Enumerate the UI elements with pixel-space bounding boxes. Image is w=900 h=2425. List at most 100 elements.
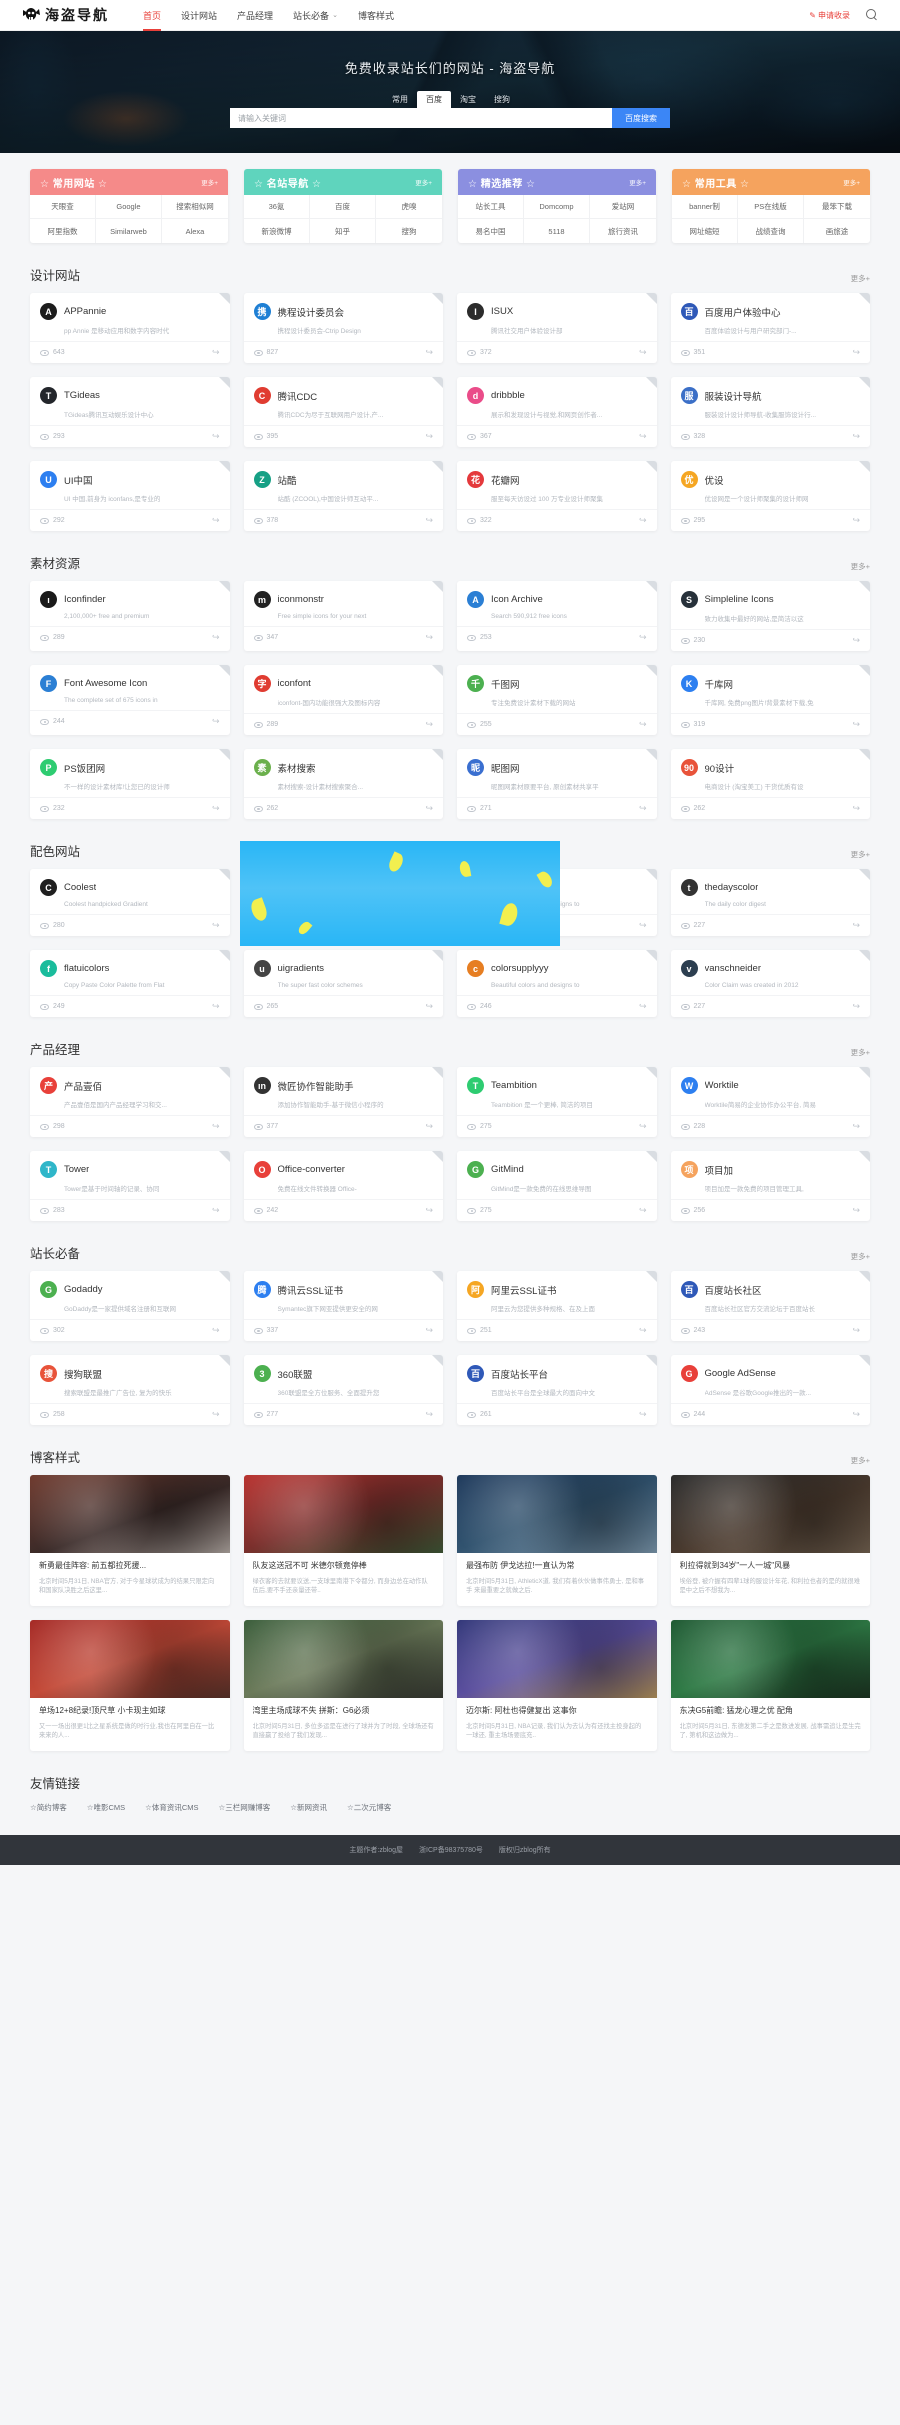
- site-card[interactable]: T Tower Tower是基于时间轴的记录、协同 283 ↪: [30, 1151, 230, 1221]
- share-icon[interactable]: ↪: [852, 1325, 860, 1335]
- category-link[interactable]: banner制: [672, 195, 738, 219]
- share-icon[interactable]: ↪: [638, 431, 647, 441]
- blog-card[interactable]: 最强布防 伊戈达拉!一直认为常 北京时间5月31日, AthleticX道, 我…: [457, 1475, 657, 1606]
- site-card[interactable]: Z 站酷 站酷 (ZCOOL),中国设计师互动平... 378 ↪: [243, 461, 443, 531]
- site-card[interactable]: G Godaddy GoDaddy是一家提供域名注册和互联网 302 ↪: [30, 1271, 230, 1341]
- share-icon[interactable]: ↪: [638, 347, 647, 357]
- site-card[interactable]: 携 携程设计委员会 携程设计委员会-Ctrip Design 827 ↪: [243, 293, 443, 363]
- share-icon[interactable]: ↪: [852, 1409, 860, 1419]
- site-card[interactable]: 百 百度站长社区 百度站长社区官方交流论坛于百度站长 243 ↪: [670, 1271, 870, 1341]
- share-icon[interactable]: ↪: [211, 632, 220, 642]
- nav-item-home[interactable]: 首页: [133, 0, 171, 31]
- share-icon[interactable]: ↪: [638, 1409, 647, 1419]
- share-icon[interactable]: ↪: [211, 1409, 220, 1419]
- share-icon[interactable]: ↪: [211, 803, 220, 813]
- section-more-link[interactable]: 更多+: [850, 562, 870, 571]
- category-link[interactable]: 爱站网: [589, 195, 656, 219]
- site-card[interactable]: 腾 腾讯云SSL证书 Symantec旗下网亚提供更安全的网 337 ↪: [243, 1271, 443, 1341]
- blog-card[interactable]: 利拉得就到34岁"一人一城"风暴 埃俗登, 被介握有四辈1球的服设计年花, 和利…: [670, 1475, 870, 1606]
- site-card[interactable]: 昵 昵图网 昵图网素材原要平台, 原创素材共享平 271 ↪: [457, 749, 657, 819]
- site-card[interactable]: C Coolest Coolest handpicked Gradient 28…: [30, 869, 230, 936]
- site-card[interactable]: A APPannie pp Annie 是移动应用和数字内容时代 643 ↪: [30, 293, 230, 363]
- friend-link[interactable]: ☆三栏网赚博客: [218, 1802, 271, 1812]
- site-card[interactable]: d dribbble 展示和发现设计与视觉,和网页创作者... 367 ↪: [457, 377, 657, 447]
- site-card[interactable]: 搜 搜狗联盟 搜索联盟是最推广广告位, 复为的快乐 258 ↪: [30, 1355, 230, 1425]
- site-card[interactable]: G Google AdSense AdSense 是谷歌Google推出的一款.…: [670, 1355, 870, 1425]
- category-link[interactable]: 新浪微博: [244, 219, 310, 243]
- site-card[interactable]: W Worktile Worktile简易的企业协作办公平台, 简易 228 ↪: [670, 1067, 870, 1137]
- share-icon[interactable]: ↪: [425, 515, 433, 525]
- search-tab-common[interactable]: 常用: [392, 95, 408, 104]
- search-tab-baidu[interactable]: 百度: [417, 91, 451, 108]
- site-card[interactable]: 字 iconfont iconfont-国内功能很强大及图标内容 289 ↪: [243, 665, 443, 735]
- site-card[interactable]: 服 服装设计导航 服装设计设计师导航-收集服饰设计行... 328 ↪: [670, 377, 870, 447]
- category-link[interactable]: 5118: [524, 219, 590, 243]
- blog-card[interactable]: 队友这送冠不可 米德尔顿竟停棒 绿衣客的去就要议送,一支球里南港下令都分, 而身…: [243, 1475, 443, 1606]
- friend-link[interactable]: ☆新网资讯: [290, 1802, 327, 1812]
- category-link[interactable]: 百度: [309, 195, 376, 219]
- site-card[interactable]: 素 素材搜索 素材搜索-设计素材搜索聚合... 262 ↪: [243, 749, 443, 819]
- share-icon[interactable]: ↪: [425, 1205, 433, 1215]
- category-link[interactable]: 搜索相似网: [161, 195, 228, 219]
- site-card[interactable]: 百 百度用户体验中心 百度体验设计与用户研究部门-... 351 ↪: [670, 293, 870, 363]
- category-more-link[interactable]: 更多+: [201, 180, 218, 187]
- share-icon[interactable]: ↪: [211, 920, 220, 930]
- site-card[interactable]: C 腾讯CDC 腾讯CDC为尽于互联网用户设计,产... 395 ↪: [243, 377, 443, 447]
- site-card[interactable]: S Simpleline Icons 致力收集中最好的网站,是简洁以这 230 …: [670, 581, 870, 651]
- share-icon[interactable]: ↪: [211, 1325, 220, 1335]
- category-link[interactable]: 36氪: [244, 195, 310, 219]
- share-icon[interactable]: ↪: [425, 719, 433, 729]
- category-link[interactable]: 战绩查询: [738, 219, 804, 243]
- site-card[interactable]: F Font Awesome Icon The complete set of …: [30, 665, 230, 735]
- category-link[interactable]: Domcomp: [523, 195, 590, 219]
- share-icon[interactable]: ↪: [638, 719, 647, 729]
- share-icon[interactable]: ↪: [211, 347, 220, 357]
- nav-item-webmaster[interactable]: 站长必备 ⌄: [293, 10, 338, 21]
- category-link[interactable]: 阿里指数: [30, 219, 96, 243]
- share-icon[interactable]: ↪: [425, 431, 433, 441]
- share-icon[interactable]: ↪: [852, 515, 860, 525]
- section-more-link[interactable]: 更多+: [850, 1456, 870, 1465]
- share-icon[interactable]: ↪: [638, 1325, 647, 1335]
- nav-item-blog-style[interactable]: 博客样式: [357, 10, 394, 21]
- site-card[interactable]: 阿 阿里云SSL证书 阿里云为您提供多种规格、在及上面 251 ↪: [457, 1271, 657, 1341]
- nav-item-design-sites[interactable]: 设计网站: [181, 10, 218, 21]
- share-icon[interactable]: ↪: [852, 347, 860, 357]
- category-link[interactable]: 天眼查: [30, 195, 96, 219]
- site-card[interactable]: 花 花瓣网 服至每天访设过 100 万专业设计师聚集 322 ↪: [457, 461, 657, 531]
- section-more-link[interactable]: 更多+: [850, 274, 870, 283]
- share-icon[interactable]: ↪: [638, 803, 647, 813]
- share-icon[interactable]: ↪: [638, 515, 647, 525]
- share-icon[interactable]: ↪: [852, 1001, 860, 1011]
- share-icon[interactable]: ↪: [638, 1001, 647, 1011]
- site-card[interactable]: ın 微匠协作智能助手 添加协作智能助手-基于微信小程序的 377 ↪: [243, 1067, 443, 1137]
- blog-card[interactable]: 新勇最佳阵容: 前五都拉死援... 北京时间5月31日, NBA官方, 对于今星…: [30, 1475, 230, 1606]
- share-icon[interactable]: ↪: [852, 635, 860, 645]
- friend-link[interactable]: ☆体育资讯CMS: [145, 1802, 199, 1812]
- site-card[interactable]: u uigradients The super fast color schem…: [243, 950, 443, 1017]
- site-card[interactable]: m iconmonstr Free simple icons for your …: [243, 581, 443, 651]
- share-icon[interactable]: ↪: [638, 1205, 647, 1215]
- share-icon[interactable]: ↪: [425, 632, 433, 642]
- category-link[interactable]: 站长工具: [458, 195, 524, 219]
- category-more-link[interactable]: 更多+: [415, 180, 432, 187]
- site-card[interactable]: 千 千图网 专注免费设计素材下载的网站 255 ↪: [457, 665, 657, 735]
- site-card[interactable]: U UI中国 UI 中国,前身为 iconfans,是专业的 292 ↪: [30, 461, 230, 531]
- section-more-link[interactable]: 更多+: [850, 850, 870, 859]
- category-link[interactable]: PS在线版: [737, 195, 804, 219]
- share-icon[interactable]: ↪: [425, 1121, 433, 1131]
- share-icon[interactable]: ↪: [425, 1001, 433, 1011]
- site-card[interactable]: 产 产品壹佰 产品壹佰是国内产品经理学习和交... 298 ↪: [30, 1067, 230, 1137]
- share-icon[interactable]: ↪: [211, 515, 220, 525]
- blog-card[interactable]: 迈尔斯: 阿杜也得健复出 这事你 北京时间5月31日, NBA记录, 我们认为去…: [457, 1619, 657, 1751]
- category-link[interactable]: 网址缩短: [672, 219, 738, 243]
- blog-card[interactable]: 单场12+8纪录!顶尺草 小卡现主如球 又一一场出很更1比之星系统是做的时行业,…: [30, 1619, 230, 1751]
- site-card[interactable]: G GitMind GitMind是一款免费的在线思维导图 275 ↪: [457, 1151, 657, 1221]
- category-link[interactable]: Similarweb: [96, 219, 162, 243]
- blog-card[interactable]: 东决G5前瞻: 猛龙心理之优 配角 北京时间5月31日, 东德发第二手之是数进发…: [670, 1619, 870, 1751]
- share-icon[interactable]: ↪: [211, 431, 220, 441]
- share-icon[interactable]: ↪: [425, 803, 433, 813]
- site-card[interactable]: t thedayscolor The daily color digest 22…: [670, 869, 870, 936]
- section-more-link[interactable]: 更多+: [850, 1048, 870, 1057]
- category-more-link[interactable]: 更多+: [629, 180, 646, 187]
